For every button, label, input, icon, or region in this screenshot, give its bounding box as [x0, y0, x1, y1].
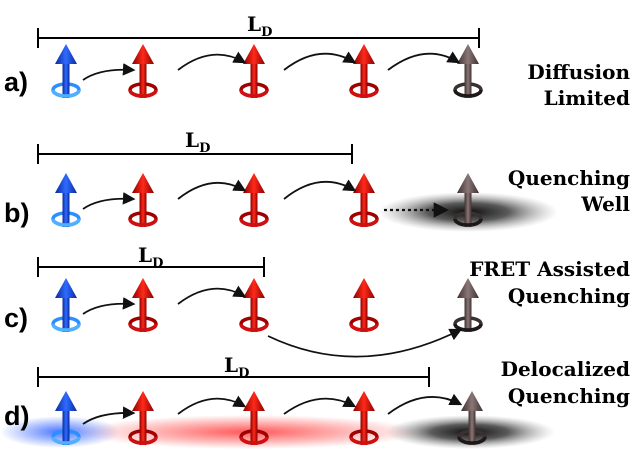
panel-description-line: Quenching	[508, 384, 630, 408]
diffusion-length-bar: LD	[37, 12, 480, 48]
exciton-spin-icon	[349, 42, 379, 100]
panel-label: b)	[4, 198, 29, 228]
hop-arrow	[177, 395, 247, 415]
fret-transfer-arrow	[267, 328, 463, 358]
diffusion-length-label: LD	[138, 243, 163, 271]
hop-arrow	[82, 192, 136, 210]
hop-arrow	[177, 285, 247, 305]
hop-arrow	[82, 297, 136, 315]
hop-arrow	[283, 51, 357, 71]
hop-arrow	[82, 406, 136, 425]
panel-description-line: Diffusion	[527, 60, 630, 84]
exciton-spin-icon	[128, 276, 158, 334]
diffusion-length-bar: LD	[37, 243, 265, 277]
panel-a: LD a) Diffusion Limited	[4, 12, 630, 110]
donor-spin-icon	[51, 171, 81, 229]
exciton-spin-icon	[349, 171, 379, 229]
panel-description-line: Delocalized	[501, 357, 630, 381]
panel-label: c)	[4, 303, 28, 333]
panel-c: LD c) FRET Assisted Quenching	[4, 243, 630, 358]
exciton-spin-icon	[239, 42, 269, 100]
panel-description-line: Quenching	[508, 284, 630, 308]
donor-spin-icon	[51, 42, 81, 100]
hop-arrow	[82, 63, 136, 81]
panel-description-line: FRET Assisted	[469, 257, 630, 281]
hop-arrow	[387, 393, 463, 415]
diffusion-length-label: LD	[247, 12, 272, 40]
diffusion-length-label: LD	[185, 128, 210, 156]
exciton-spin-icon	[349, 276, 379, 334]
quencher-spin-icon	[453, 42, 483, 100]
diffusion-length-bar: LD	[37, 128, 353, 164]
panel-d: LD d) Delocalized Quenching	[0, 353, 630, 449]
diffusion-length-label: LD	[224, 353, 249, 381]
quencher-spin-icon	[453, 276, 483, 334]
panel-description-line: Quenching	[508, 166, 630, 190]
diffusion-length-bar: LD	[37, 353, 430, 387]
hop-arrow	[387, 51, 461, 71]
panel-label: a)	[4, 67, 28, 97]
exciton-spin-icon	[239, 276, 269, 334]
panel-label: d)	[4, 401, 29, 431]
hop-arrow	[283, 179, 357, 200]
exciton-spin-icon	[239, 171, 269, 229]
exciton-spin-icon	[128, 42, 158, 100]
panel-description-line: Limited	[544, 86, 630, 110]
panel-b: LD b) Quenching Well	[4, 128, 630, 232]
exciton-spin-icon	[128, 171, 158, 229]
hop-arrow	[177, 51, 247, 71]
hop-arrow	[283, 395, 357, 415]
panel-description-line: Well	[580, 192, 630, 216]
donor-spin-icon	[51, 276, 81, 334]
hop-arrow	[177, 179, 247, 200]
